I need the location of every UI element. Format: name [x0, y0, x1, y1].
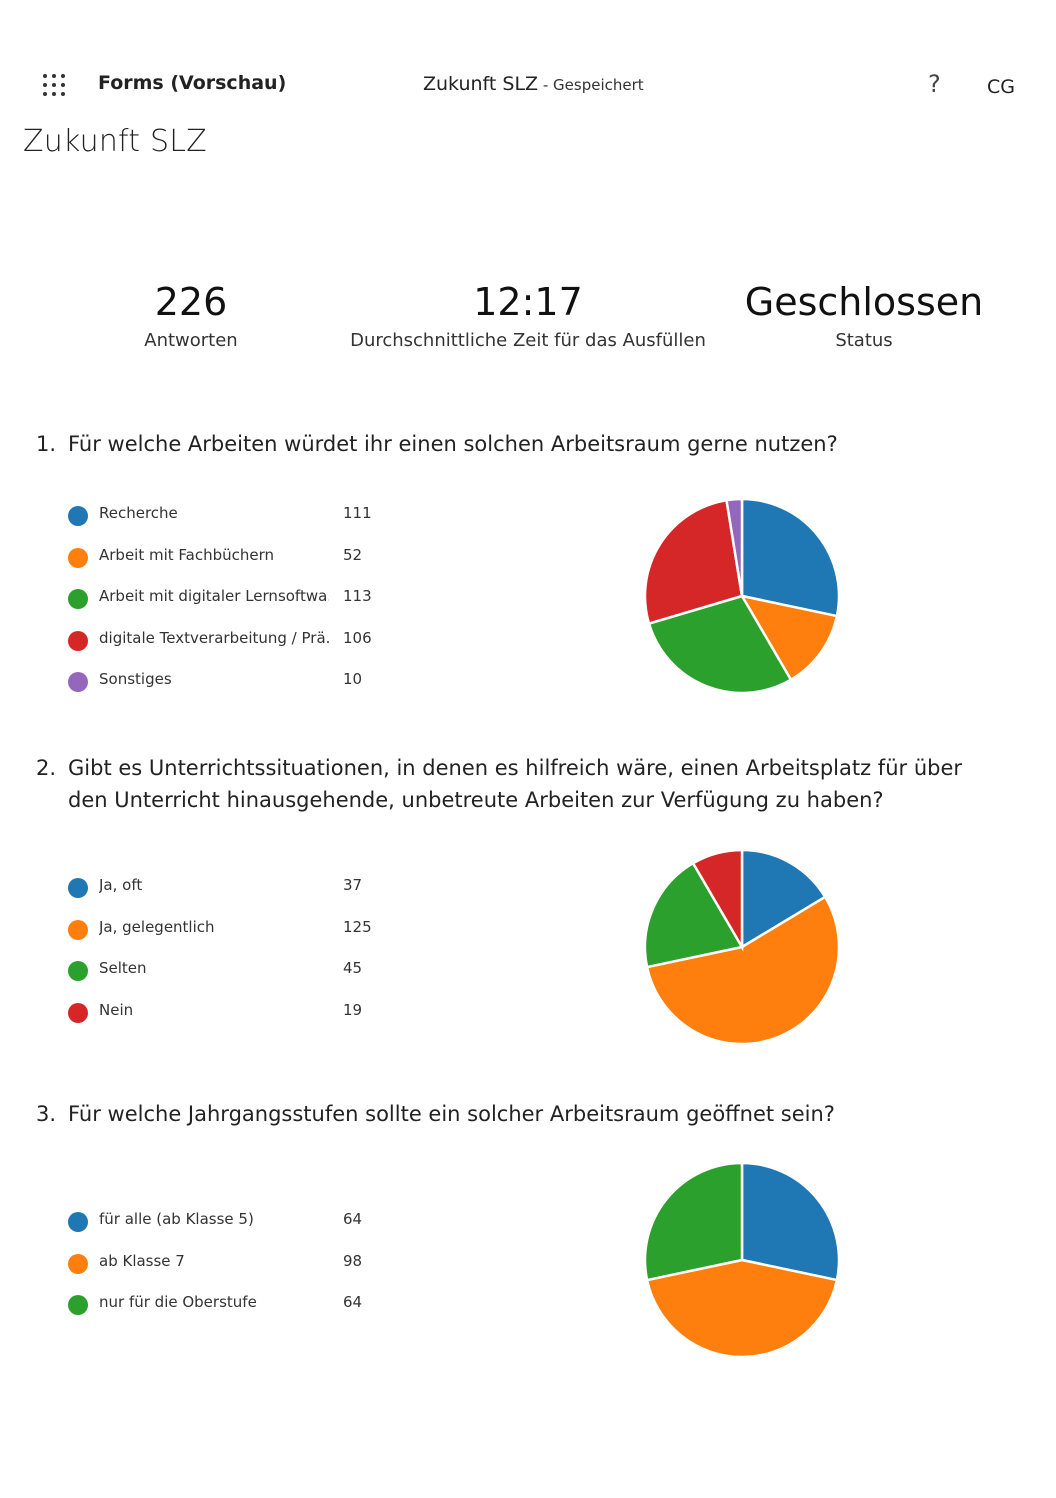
- question-number: 3.: [36, 1102, 57, 1126]
- saved-status: Gespeichert: [553, 76, 644, 94]
- legend-count: 98: [343, 1251, 363, 1270]
- legend-count: 64: [343, 1293, 363, 1311]
- legend-color-dot: [68, 878, 88, 898]
- pie-chart-question-3: [643, 1161, 841, 1359]
- legend-label: Ja, gelegentlich: [99, 917, 215, 936]
- legend-count: 45: [343, 959, 363, 977]
- pie-slice[interactable]: [725, 497, 744, 597]
- legend-item[interactable]: ab Klasse 7 98: [68, 1250, 388, 1292]
- help-icon[interactable]: ?: [928, 70, 941, 98]
- legend-item[interactable]: digitale Textverarbeitung / Prä... 106: [68, 627, 388, 669]
- stat-average-time: 12:17 Durchschnittliche Zeit für das Aus…: [328, 280, 728, 351]
- legend-question-1: Recherche 111 Arbeit mit Fachbüchern 52 Ar…: [68, 502, 388, 710]
- pie-slice[interactable]: [643, 861, 744, 969]
- legend-question-2: Ja, oft 37 Ja, gelegentlich 125 Selten 45 N…: [68, 874, 388, 1040]
- legend-item[interactable]: für alle (ab Klasse 5) 64: [68, 1208, 388, 1250]
- stat-value: 226: [154, 280, 228, 324]
- legend-item[interactable]: Ja, gelegentlich 125: [68, 916, 388, 958]
- pie-slice[interactable]: [647, 594, 793, 695]
- legend-color-dot: [68, 506, 88, 526]
- stat-label: Status: [835, 330, 893, 351]
- legend-count: 10: [343, 670, 363, 688]
- question-number: 2.: [36, 756, 57, 780]
- legend-color-dot: [68, 589, 88, 609]
- pie-slice[interactable]: [645, 895, 841, 1046]
- title-separator: -: [538, 76, 554, 94]
- question-number: 1.: [36, 432, 57, 456]
- legend-label: Nein: [99, 1000, 134, 1019]
- top-bar: Forms (Vorschau) Zukunft SLZ - Gespeiche…: [0, 0, 1056, 120]
- legend-count: 113: [343, 587, 372, 605]
- legend-count: 64: [343, 1210, 363, 1228]
- pie-slice[interactable]: [643, 498, 744, 626]
- legend-item[interactable]: Selten 45: [68, 957, 388, 999]
- document-title[interactable]: Zukunft SLZ: [423, 73, 539, 95]
- legend-color-dot: [68, 672, 88, 692]
- question-text: Gibt es Unterrichtssituationen, in denen…: [68, 756, 963, 812]
- pie-slice[interactable]: [645, 1258, 839, 1359]
- stat-status: Geschlossen Status: [744, 280, 984, 351]
- pie-slice[interactable]: [740, 1161, 841, 1282]
- legend-item[interactable]: Recherche 111: [68, 502, 388, 544]
- legend-color-dot: [68, 630, 88, 651]
- pie-chart-question-2: [643, 848, 841, 1046]
- page-title: Zukunft SLZ: [23, 124, 207, 159]
- legend-count: 19: [343, 1000, 363, 1019]
- pie-chart-question-1: [643, 497, 841, 695]
- legend-color-dot: [68, 1295, 88, 1315]
- legend-color-dot: [68, 961, 88, 981]
- stat-label: Durchschnittliche Zeit für das Ausfüllen: [350, 330, 706, 351]
- legend-color-dot: [68, 919, 88, 940]
- legend-count: 106: [343, 628, 372, 647]
- user-avatar[interactable]: CG: [987, 76, 1015, 98]
- legend-count: 125: [343, 917, 372, 936]
- legend-count: 37: [343, 876, 363, 894]
- document-title-bar: Zukunft SLZ - Gespeichert: [423, 73, 644, 95]
- legend-label: Sonstiges: [99, 670, 172, 688]
- legend-color-dot: [68, 547, 88, 568]
- question-text: Für welche Arbeiten würdet ihr einen sol…: [68, 432, 838, 456]
- legend-item[interactable]: Arbeit mit Fachbüchern 52: [68, 544, 388, 586]
- app-launcher-icon[interactable]: [43, 74, 65, 96]
- pie-slice[interactable]: [740, 848, 827, 950]
- pie-slice[interactable]: [740, 497, 841, 618]
- legend-item[interactable]: Arbeit mit digitaler Lernsoftwa... 113: [68, 585, 388, 627]
- app-name[interactable]: Forms (Vorschau): [98, 72, 287, 94]
- legend-count: 52: [343, 545, 363, 564]
- question-text: Für welche Jahrgangsstufen sollte ein so…: [68, 1102, 835, 1126]
- stat-value: 12:17: [473, 280, 583, 324]
- legend-color-dot: [68, 1212, 88, 1232]
- stat-label: Antworten: [144, 330, 238, 351]
- pie-slice[interactable]: [643, 1161, 744, 1282]
- legend-label: Arbeit mit Fachbüchern: [99, 545, 275, 564]
- legend-label: Ja, oft: [99, 876, 143, 894]
- legend-label: Recherche: [99, 504, 178, 522]
- legend-label: Arbeit mit digitaler Lernsoftwa...: [99, 587, 329, 605]
- legend-color-dot: [68, 1253, 88, 1274]
- stat-value: Geschlossen: [744, 280, 984, 324]
- legend-item[interactable]: Nein 19: [68, 999, 388, 1041]
- legend-label: für alle (ab Klasse 5): [99, 1210, 254, 1228]
- legend-label: digitale Textverarbeitung / Prä...: [99, 628, 329, 647]
- stat-responses: 226 Antworten: [91, 280, 291, 351]
- legend-label: ab Klasse 7: [99, 1251, 185, 1270]
- legend-item[interactable]: Sonstiges 10: [68, 668, 388, 710]
- legend-label: Selten: [99, 959, 147, 977]
- legend-item[interactable]: Ja, oft 37: [68, 874, 388, 916]
- legend-item[interactable]: nur für die Oberstufe 64: [68, 1291, 388, 1333]
- pie-slice[interactable]: [739, 594, 839, 682]
- legend-question-3: für alle (ab Klasse 5) 64 ab Klasse 7 98 n…: [68, 1208, 388, 1333]
- legend-count: 111: [343, 504, 372, 522]
- legend-color-dot: [68, 1002, 88, 1023]
- pie-slice[interactable]: [691, 848, 744, 952]
- legend-label: nur für die Oberstufe: [99, 1293, 257, 1311]
